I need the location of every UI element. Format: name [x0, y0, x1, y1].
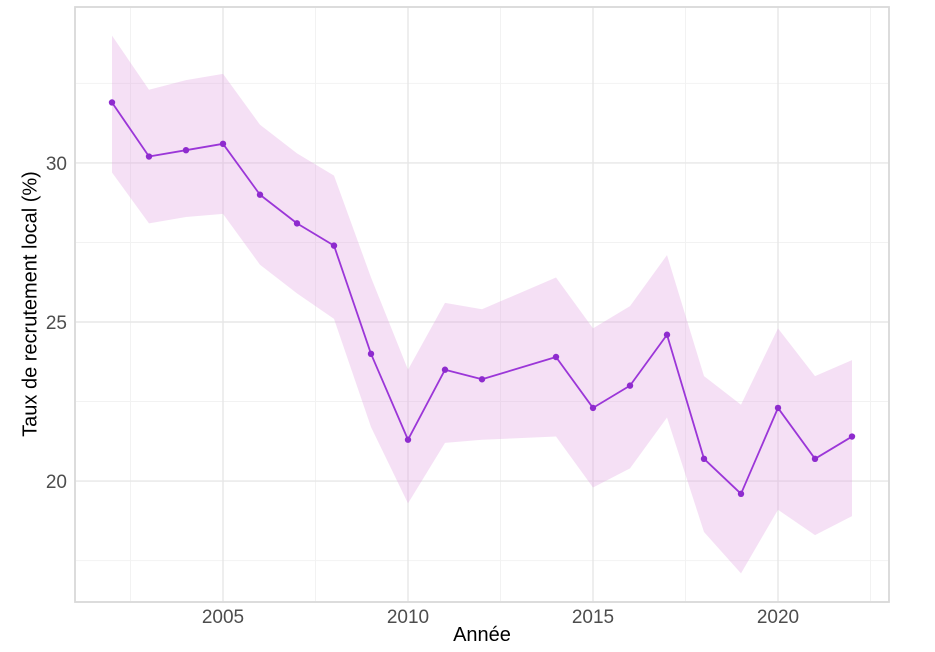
data-point-2014 — [552, 353, 560, 361]
x-tick-label-2020: 2020 — [757, 607, 799, 628]
data-point-2019 — [737, 490, 745, 498]
data-point-2009 — [367, 350, 375, 358]
data-point-2017 — [663, 331, 671, 338]
panel-border — [74, 6, 890, 603]
data-point-2018 — [700, 455, 708, 463]
y-tick-label-25: 25 — [46, 313, 67, 334]
x-tick-label-2015: 2015 — [572, 607, 614, 628]
x-tick-label-2005: 2005 — [202, 607, 244, 628]
data-point-2004 — [182, 146, 190, 154]
data-point-2005 — [219, 140, 227, 148]
y-tick-label-30: 30 — [46, 154, 67, 175]
data-point-2007 — [293, 220, 301, 227]
data-point-2006 — [256, 191, 264, 198]
y-tick-label-20: 20 — [46, 472, 67, 493]
data-point-2011 — [441, 366, 449, 373]
data-point-2016 — [626, 382, 634, 389]
y-axis-title: Taux de recrutement local (%) — [19, 171, 42, 437]
trend-line — [111, 101, 853, 495]
data-point-2010 — [404, 436, 412, 443]
data-point-2003 — [145, 153, 153, 160]
x-axis-title: Année — [453, 624, 511, 646]
data-point-2022 — [848, 433, 856, 440]
data-point-2012 — [478, 376, 486, 383]
data-point-2015 — [589, 404, 597, 412]
confidence-band — [112, 35, 852, 574]
x-tick-label-2010: 2010 — [387, 607, 429, 628]
data-point-2021 — [811, 455, 819, 463]
data-point-2002 — [108, 99, 116, 106]
plot-panel — [75, 7, 889, 602]
data-point-2020 — [774, 404, 782, 412]
data-point-2008 — [330, 242, 338, 249]
